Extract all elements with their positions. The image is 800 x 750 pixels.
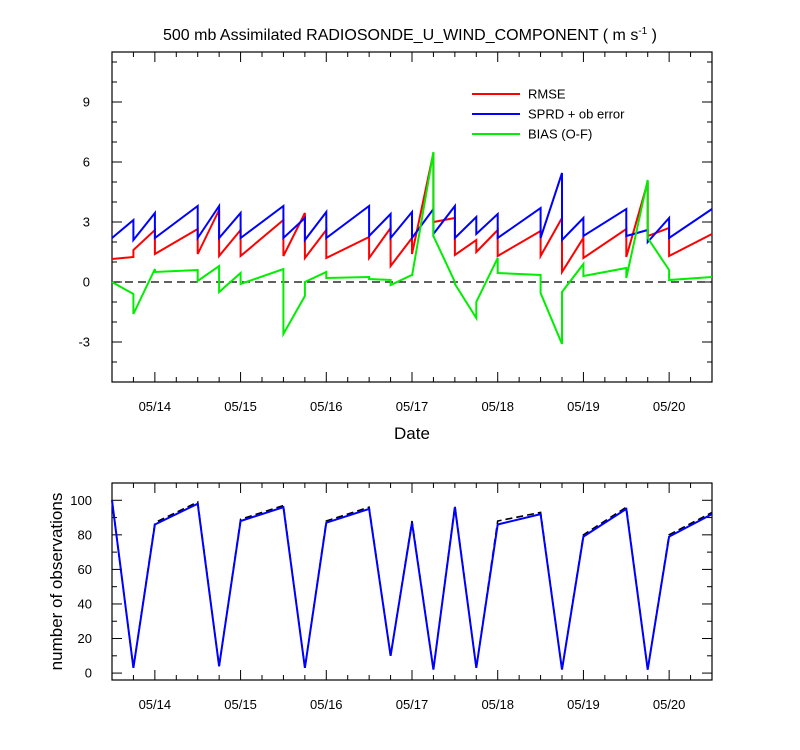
top-panel: 05/14 05/15 05/16 05/17 05/18 05/19 05/20 -3 0 3 6…: [78, 51, 713, 443]
x-tick-label: 05/20: [653, 697, 686, 712]
y-tick-label: -3: [78, 335, 90, 350]
x-tick-label: 05/18: [481, 697, 514, 712]
x-tick-label: 05/15: [224, 697, 257, 712]
x-tick-label: 05/20: [653, 399, 686, 414]
y-tick-label: 100: [70, 493, 92, 508]
x-tick-label: 05/14: [139, 399, 172, 414]
x-tick-label: 05/19: [567, 697, 600, 712]
chart-title-superscript: -1: [638, 26, 647, 37]
legend-label: RMSE: [528, 87, 566, 102]
series-line-bias-o-f: [111, 151, 713, 345]
y-tick-label: 0: [83, 275, 90, 290]
x-tick-label: 05/19: [567, 399, 600, 414]
x-tick-label: 05/18: [481, 399, 514, 414]
y-axis-title: number of observations: [47, 493, 66, 671]
legend-label: SPRD + ob error: [528, 107, 625, 122]
y-tick-label: 3: [83, 215, 90, 230]
chart-title-main: 500 mb Assimilated RADIOSONDE_U_WIND_COM…: [163, 27, 638, 44]
chart-title-close: ): [647, 27, 657, 44]
series-line-sprd-ob-error: [111, 172, 713, 245]
x-tick-label: 05/15: [224, 399, 257, 414]
y-tick-label: 20: [78, 631, 92, 646]
y-tick-label: 80: [78, 527, 92, 542]
chart-title: 500 mb Assimilated RADIOSONDE_U_WIND_COM…: [163, 26, 657, 44]
legend-label: BIAS (O-F): [528, 127, 592, 142]
bottom-panel: 05/14 05/15 05/16 05/17 05/18 05/19 05/20 0 20 40…: [47, 482, 713, 712]
y-tick-label: 6: [83, 155, 90, 170]
series-line-assimilated-observations: [111, 500, 713, 670]
x-tick-label: 05/16: [310, 399, 343, 414]
x-tick-label: 05/14: [139, 697, 172, 712]
y-tick-label: 0: [85, 666, 92, 681]
x-axis-title: Date: [394, 424, 430, 443]
x-tick-label: 05/17: [396, 697, 429, 712]
y-tick-label: 60: [78, 562, 92, 577]
y-tick-label: 40: [78, 596, 92, 611]
x-tick-label: 05/16: [310, 697, 343, 712]
x-tick-label: 05/17: [396, 399, 429, 414]
y-tick-label: 9: [83, 95, 90, 110]
